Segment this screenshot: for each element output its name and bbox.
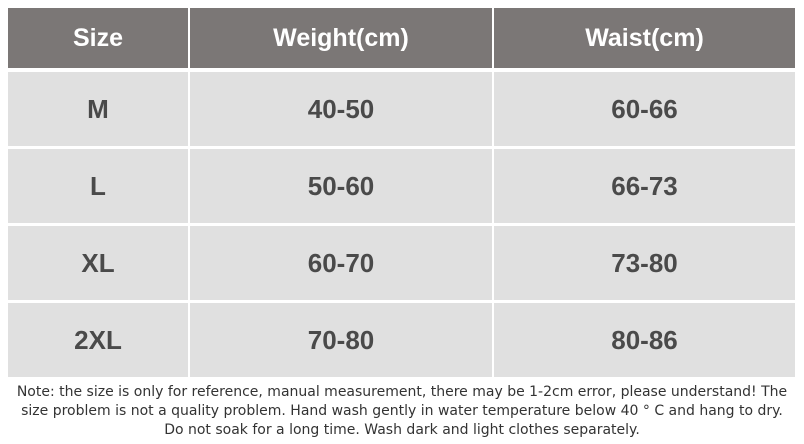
table-cell: 70-80: [190, 303, 492, 377]
table-cell: L: [8, 149, 188, 223]
table-cell: 2XL: [8, 303, 188, 377]
table-cell: XL: [8, 226, 188, 300]
table-cell: 73-80: [494, 226, 795, 300]
header-cell: Weight(cm): [190, 8, 492, 68]
note-line: Do not soak for a long time. Wash dark a…: [164, 422, 640, 438]
table-cell: 60-70: [190, 226, 492, 300]
table-cell: 40-50: [190, 72, 492, 146]
table-cell: 66-73: [494, 149, 795, 223]
header-cell: Waist(cm): [494, 8, 795, 68]
table-cell: 80-86: [494, 303, 795, 377]
table-cell: 50-60: [190, 149, 492, 223]
header-cell: Size: [8, 8, 188, 68]
table-cell: 60-66: [494, 72, 795, 146]
table-cell: M: [8, 72, 188, 146]
note-line: size problem is not a quality problem. H…: [21, 403, 783, 419]
note-line: Note: the size is only for reference, ma…: [16, 384, 788, 400]
